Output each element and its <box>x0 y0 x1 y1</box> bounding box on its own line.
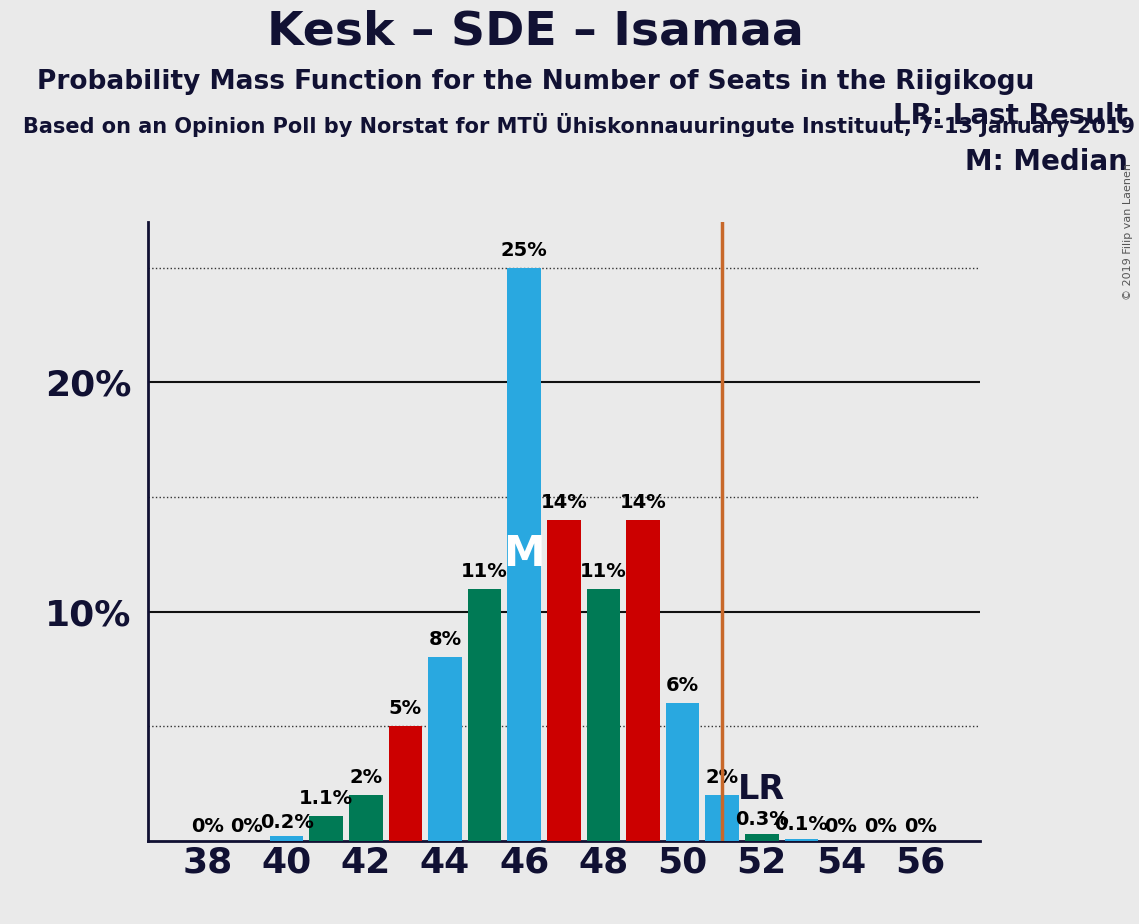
Text: 0%: 0% <box>903 817 936 836</box>
Bar <box>666 703 699 841</box>
Bar <box>705 795 739 841</box>
Text: 8%: 8% <box>428 630 461 650</box>
Text: LR: LR <box>738 773 785 807</box>
Text: 0.2%: 0.2% <box>260 813 313 832</box>
Text: Probability Mass Function for the Number of Seats in the Riigikogu: Probability Mass Function for the Number… <box>36 69 1034 95</box>
Bar <box>587 589 621 841</box>
Bar <box>745 834 779 841</box>
Bar <box>468 589 501 841</box>
Text: © 2019 Filip van Laenen: © 2019 Filip van Laenen <box>1123 163 1133 299</box>
Bar <box>428 657 461 841</box>
Bar <box>507 268 541 841</box>
Text: 0%: 0% <box>230 817 263 836</box>
Text: 1.1%: 1.1% <box>300 788 353 808</box>
Text: 0%: 0% <box>825 817 858 836</box>
Bar <box>270 836 303 841</box>
Bar <box>310 816 343 841</box>
Text: 0.3%: 0.3% <box>735 810 788 830</box>
Bar <box>626 520 659 841</box>
Bar <box>785 839 818 841</box>
Text: 14%: 14% <box>540 492 588 512</box>
Bar <box>547 520 581 841</box>
Text: 11%: 11% <box>461 562 508 580</box>
Bar <box>388 726 423 841</box>
Text: M: Median: M: Median <box>965 148 1128 176</box>
Text: M: M <box>503 533 544 576</box>
Text: Based on an Opinion Poll by Norstat for MTÜ Ühiskonnauuringute Instituut, 7–13 J: Based on an Opinion Poll by Norstat for … <box>23 113 1134 137</box>
Text: LR: Last Result: LR: Last Result <box>893 102 1128 129</box>
Text: Kesk – SDE – Isamaa: Kesk – SDE – Isamaa <box>267 9 804 55</box>
Text: 0%: 0% <box>191 817 224 836</box>
Text: 0%: 0% <box>865 817 898 836</box>
Text: 2%: 2% <box>350 768 383 787</box>
Text: 14%: 14% <box>620 492 666 512</box>
Text: 0.1%: 0.1% <box>775 815 828 834</box>
Text: 5%: 5% <box>388 699 421 718</box>
Text: 6%: 6% <box>666 676 699 695</box>
Text: 11%: 11% <box>580 562 626 580</box>
Bar <box>349 795 383 841</box>
Text: 2%: 2% <box>706 768 739 787</box>
Text: 25%: 25% <box>501 240 548 260</box>
